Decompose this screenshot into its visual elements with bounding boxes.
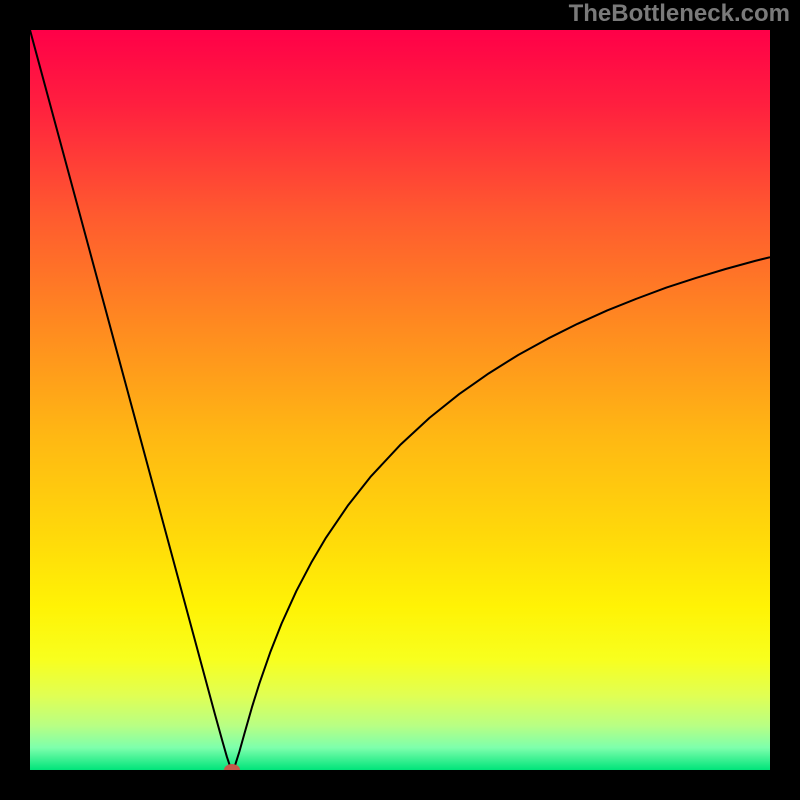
bottleneck-chart bbox=[30, 30, 770, 770]
gradient-background bbox=[30, 30, 770, 770]
chart-container: TheBottleneck.com bbox=[0, 0, 800, 800]
watermark-text: TheBottleneck.com bbox=[569, 0, 790, 28]
plot-area bbox=[30, 30, 770, 770]
